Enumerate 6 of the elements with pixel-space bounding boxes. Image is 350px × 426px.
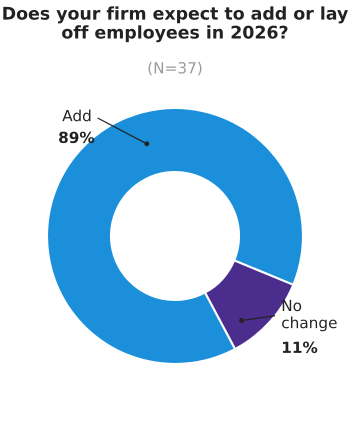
slice-label: Add — [62, 110, 90, 122]
chart-subtitle: (N=37) — [148, 62, 202, 76]
data-label: 11% — [282, 342, 318, 354]
slice-label: No change — [282, 300, 337, 332]
chart-title: Does your firm expect to add or lay off employees in 2026? — [3, 6, 348, 42]
data-label: 89% — [59, 132, 94, 144]
